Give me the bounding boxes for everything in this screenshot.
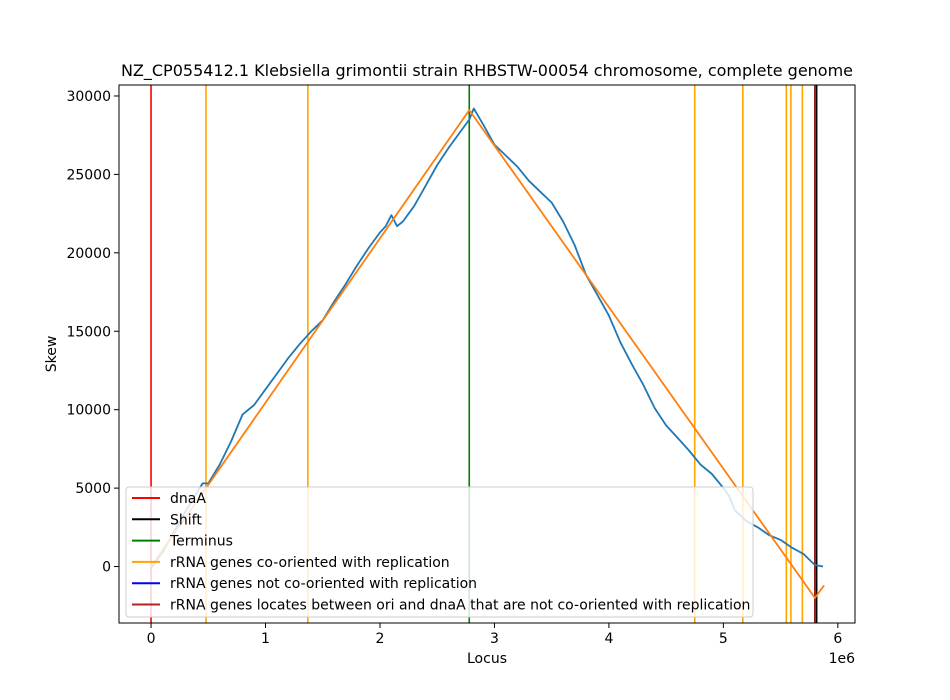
- x-tick-label: 5: [719, 631, 728, 647]
- x-tick-label: 1: [261, 631, 270, 647]
- legend-box: [125, 486, 754, 618]
- x-offset-label: 1e6: [829, 651, 856, 667]
- series-line-0: [150, 107, 824, 569]
- y-tick-label: 10000: [66, 403, 111, 419]
- plot-frame: [118, 84, 856, 624]
- y-tick-label: 15000: [66, 324, 111, 340]
- marker-lines: [150, 85, 818, 623]
- x-tick-label: 4: [604, 631, 613, 647]
- x-tick-label: 3: [490, 631, 499, 647]
- y-tick-label: 20000: [66, 246, 111, 262]
- y-tick-label: 0: [102, 560, 111, 576]
- y-tick-label: 30000: [66, 89, 111, 105]
- y-axis-label: Skew: [44, 336, 60, 373]
- legend-label: dnaA: [170, 491, 206, 507]
- x-tick-label: 0: [147, 631, 156, 647]
- x-axis-label: Locus: [467, 651, 507, 667]
- y-axis-ticks: 0 5000 10000 15000 20000 25000 30000: [66, 89, 119, 576]
- y-tick-label: 25000: [66, 167, 111, 183]
- x-tick-label: 2: [376, 631, 385, 647]
- chart-title: NZ_CP055412.1 Klebsiella grimontii strai…: [121, 61, 853, 81]
- legend-label: Terminus: [169, 534, 233, 550]
- legend: dnaA Shift Terminus rRNA genes co-oriented …: [125, 486, 754, 618]
- legend-label: rRNA genes not co-oriented with replicat…: [170, 576, 477, 592]
- legend-label: rRNA genes locates between ori and dnaA …: [170, 598, 750, 614]
- y-tick-label: 5000: [75, 481, 111, 497]
- legend-label: rRNA genes co-oriented with replication: [170, 555, 450, 571]
- x-axis-ticks: 0 1 2 3 4 5 6: [147, 623, 842, 647]
- legend-label: Shift: [170, 512, 202, 528]
- x-tick-label: 6: [833, 631, 842, 647]
